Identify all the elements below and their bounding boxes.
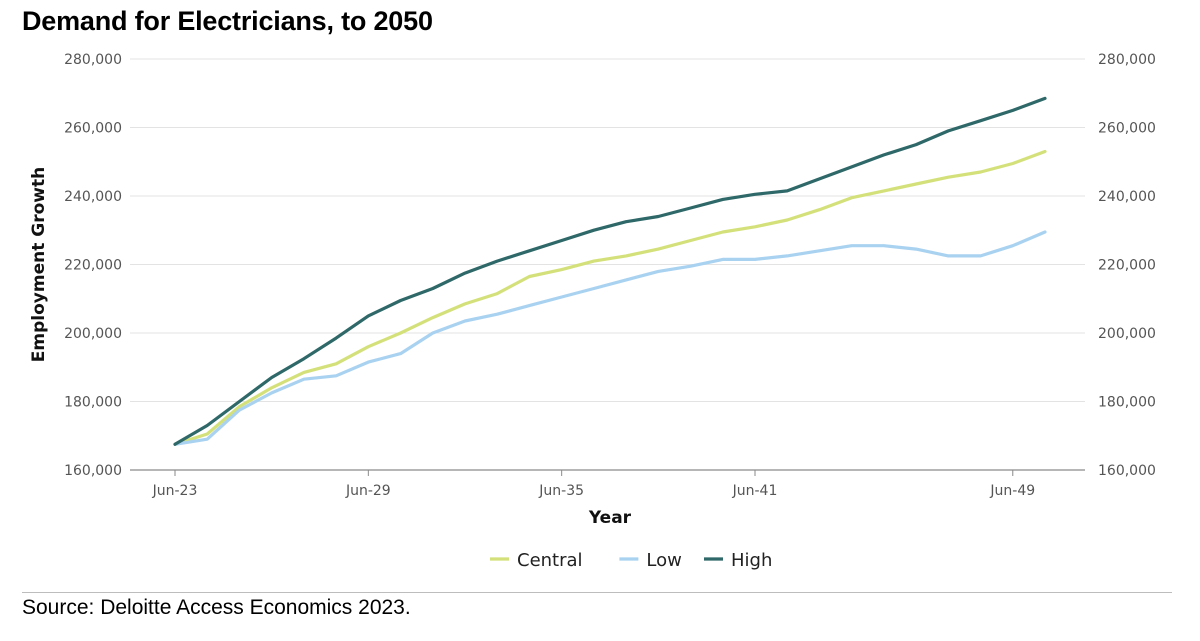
legend-label-low: Low xyxy=(646,550,681,571)
line-chart: 160,000 180,000 200,000 220,000 240,000 260,0… xyxy=(29,52,1156,571)
y-tick-label: 280,000 xyxy=(64,52,122,68)
x-axis-title: Year xyxy=(588,508,632,528)
x-tick-label: Jun-23 xyxy=(152,483,198,499)
x-tick-label: Jun-35 xyxy=(538,483,584,499)
x-tick-label: Jun-49 xyxy=(989,483,1035,499)
x-tick-label: Jun-29 xyxy=(345,483,391,499)
y-tick-label: 220,000 xyxy=(64,258,122,274)
y-axis-right: 160,000 180,000 200,000 220,000 240,000 260,0… xyxy=(1098,52,1156,479)
y-axis-title: Employment Growth xyxy=(29,167,49,362)
y-tick-label-right: 160,000 xyxy=(1098,463,1156,479)
x-tick-label: Jun-41 xyxy=(732,483,778,499)
chart-title: Demand for Electricians, to 2050 xyxy=(22,6,433,36)
y-tick-label-right: 220,000 xyxy=(1098,258,1156,274)
y-tick-label-right: 240,000 xyxy=(1098,189,1156,205)
y-tick-label: 240,000 xyxy=(64,189,122,205)
legend: Central Low High xyxy=(490,550,772,571)
gridlines xyxy=(130,58,1085,402)
series-line-low xyxy=(173,230,1047,446)
y-tick-label: 200,000 xyxy=(64,326,122,342)
divider xyxy=(22,592,1172,593)
y-tick-label: 160,000 xyxy=(64,463,122,479)
series-lines xyxy=(173,96,1047,446)
y-tick-label: 260,000 xyxy=(64,121,122,137)
y-tick-label-right: 200,000 xyxy=(1098,326,1156,342)
series-line-high xyxy=(173,96,1047,446)
source-note: Source: Deloitte Access Economics 2023. xyxy=(22,596,411,619)
y-tick-label: 180,000 xyxy=(64,395,122,411)
y-tick-label-right: 260,000 xyxy=(1098,121,1156,137)
y-tick-label-right: 280,000 xyxy=(1098,52,1156,68)
y-axis-left: 160,000 180,000 200,000 220,000 240,000 260,0… xyxy=(64,52,122,479)
series-line-central xyxy=(173,149,1047,446)
y-tick-label-right: 180,000 xyxy=(1098,395,1156,411)
x-axis: Jun-23 Jun-29 Jun-35 Jun-41 Jun-49 xyxy=(152,470,1035,499)
legend-label-central: Central xyxy=(517,550,583,571)
legend-label-high: High xyxy=(731,550,772,571)
